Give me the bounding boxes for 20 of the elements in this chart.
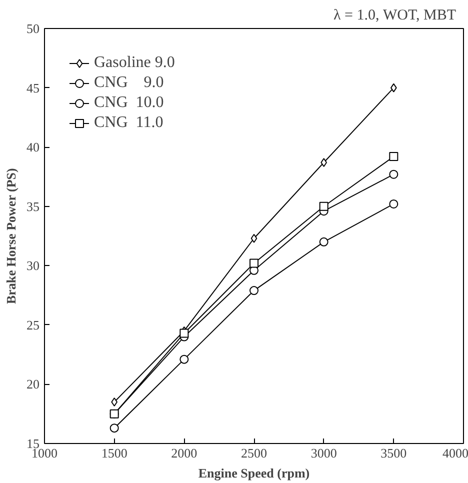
y-tick-label: 25 [26, 317, 40, 332]
x-axis-title: Engine Speed (rpm) [198, 466, 310, 480]
legend-label: CNG 9.0 [94, 74, 164, 92]
x-tick-label: 2500 [241, 446, 267, 460]
x-tick-label: 3500 [380, 446, 407, 460]
x-tick-label: 4000 [442, 446, 468, 460]
legend-label: Gasoline 9.0 [94, 54, 175, 72]
chart-title: λ = 1.0, WOT, MBT [333, 8, 456, 24]
y-axis-title: Brake Horse Power (PS) [4, 168, 18, 304]
x-tick-label: 2000 [171, 446, 198, 460]
y-tick-label: 35 [26, 198, 40, 214]
x-tick-label: 1500 [101, 446, 128, 460]
legend-label: CNG 11.0 [94, 114, 164, 132]
y-tick-label: 20 [26, 376, 40, 392]
y-tick-label: 50 [26, 21, 40, 36]
y-tick-label: 40 [26, 140, 40, 155]
y-tick-label: 45 [26, 80, 40, 96]
legend-label: CNG 10.0 [94, 94, 164, 112]
x-tick-label: 3000 [310, 446, 337, 460]
y-tick-label: 30 [26, 258, 40, 274]
